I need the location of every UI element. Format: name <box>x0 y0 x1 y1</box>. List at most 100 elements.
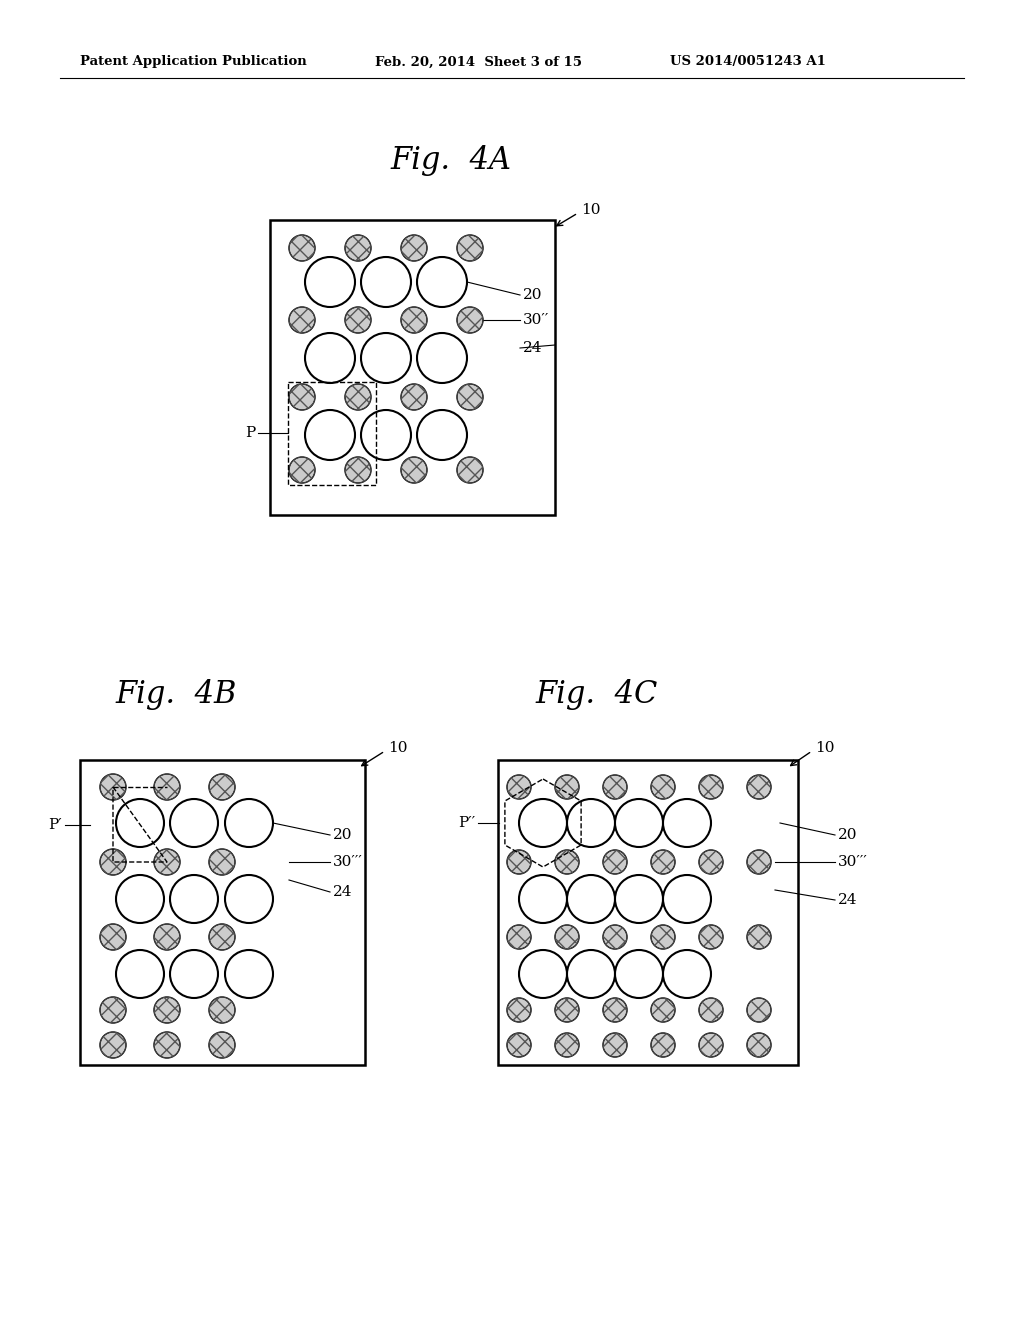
Circle shape <box>170 950 218 998</box>
Circle shape <box>154 924 180 950</box>
Circle shape <box>225 875 273 923</box>
Circle shape <box>603 850 627 874</box>
Circle shape <box>116 950 164 998</box>
Circle shape <box>651 925 675 949</box>
Circle shape <box>209 774 234 800</box>
Circle shape <box>305 333 355 383</box>
Circle shape <box>615 875 663 923</box>
Circle shape <box>345 308 371 333</box>
Circle shape <box>663 950 711 998</box>
Circle shape <box>225 950 273 998</box>
Circle shape <box>289 308 315 333</box>
Circle shape <box>209 849 234 875</box>
Circle shape <box>100 924 126 950</box>
Text: 10: 10 <box>388 741 408 755</box>
Text: 10: 10 <box>581 203 600 216</box>
Circle shape <box>507 1034 531 1057</box>
Text: P: P <box>245 426 255 440</box>
Circle shape <box>457 384 483 411</box>
Circle shape <box>209 997 234 1023</box>
Circle shape <box>289 384 315 411</box>
Circle shape <box>699 775 723 799</box>
Circle shape <box>615 950 663 998</box>
Circle shape <box>361 257 411 308</box>
Circle shape <box>567 799 615 847</box>
Circle shape <box>555 850 579 874</box>
Circle shape <box>699 1034 723 1057</box>
Circle shape <box>507 925 531 949</box>
Circle shape <box>417 333 467 383</box>
Circle shape <box>746 1034 771 1057</box>
Text: Patent Application Publication: Patent Application Publication <box>80 55 307 69</box>
Circle shape <box>289 235 315 261</box>
Circle shape <box>519 875 567 923</box>
Bar <box>270 220 555 515</box>
Circle shape <box>746 998 771 1022</box>
Text: 20: 20 <box>838 828 857 842</box>
Text: P′: P′ <box>48 818 62 832</box>
Circle shape <box>116 875 164 923</box>
Circle shape <box>170 875 218 923</box>
Circle shape <box>651 775 675 799</box>
Bar <box>498 760 798 1065</box>
Text: Fig.  4A: Fig. 4A <box>390 144 511 176</box>
Circle shape <box>417 257 467 308</box>
Circle shape <box>401 308 427 333</box>
Text: 30′′′: 30′′′ <box>838 855 868 869</box>
Text: Feb. 20, 2014  Sheet 3 of 15: Feb. 20, 2014 Sheet 3 of 15 <box>375 55 582 69</box>
Circle shape <box>663 799 711 847</box>
Circle shape <box>361 333 411 383</box>
Circle shape <box>746 850 771 874</box>
Circle shape <box>519 950 567 998</box>
Circle shape <box>289 457 315 483</box>
Circle shape <box>746 775 771 799</box>
Circle shape <box>603 775 627 799</box>
Circle shape <box>170 799 218 847</box>
Bar <box>288 381 376 484</box>
Text: 24: 24 <box>838 894 857 907</box>
Text: 10: 10 <box>815 741 835 755</box>
Circle shape <box>651 1034 675 1057</box>
Circle shape <box>457 308 483 333</box>
Text: US 2014/0051243 A1: US 2014/0051243 A1 <box>670 55 826 69</box>
Circle shape <box>401 384 427 411</box>
Circle shape <box>345 235 371 261</box>
Circle shape <box>603 1034 627 1057</box>
Circle shape <box>603 925 627 949</box>
Circle shape <box>154 997 180 1023</box>
Circle shape <box>345 457 371 483</box>
Circle shape <box>746 925 771 949</box>
Circle shape <box>305 411 355 459</box>
Circle shape <box>100 997 126 1023</box>
Circle shape <box>457 457 483 483</box>
Circle shape <box>555 775 579 799</box>
Text: 30′′′: 30′′′ <box>333 855 362 869</box>
Circle shape <box>615 799 663 847</box>
Text: 30′′: 30′′ <box>523 313 549 327</box>
Circle shape <box>345 384 371 411</box>
Circle shape <box>417 411 467 459</box>
Circle shape <box>699 925 723 949</box>
Text: 20: 20 <box>523 288 543 302</box>
Circle shape <box>663 875 711 923</box>
Circle shape <box>225 799 273 847</box>
Circle shape <box>567 875 615 923</box>
Circle shape <box>305 257 355 308</box>
Circle shape <box>555 925 579 949</box>
Text: Fig.  4C: Fig. 4C <box>535 680 657 710</box>
Circle shape <box>651 998 675 1022</box>
Circle shape <box>603 998 627 1022</box>
Text: 24: 24 <box>523 341 543 355</box>
Circle shape <box>209 924 234 950</box>
Circle shape <box>519 799 567 847</box>
Bar <box>80 760 365 1065</box>
Circle shape <box>154 849 180 875</box>
Circle shape <box>507 998 531 1022</box>
Circle shape <box>209 1032 234 1059</box>
Circle shape <box>651 850 675 874</box>
Circle shape <box>457 235 483 261</box>
Circle shape <box>116 799 164 847</box>
Circle shape <box>567 950 615 998</box>
Circle shape <box>154 774 180 800</box>
Circle shape <box>100 1032 126 1059</box>
